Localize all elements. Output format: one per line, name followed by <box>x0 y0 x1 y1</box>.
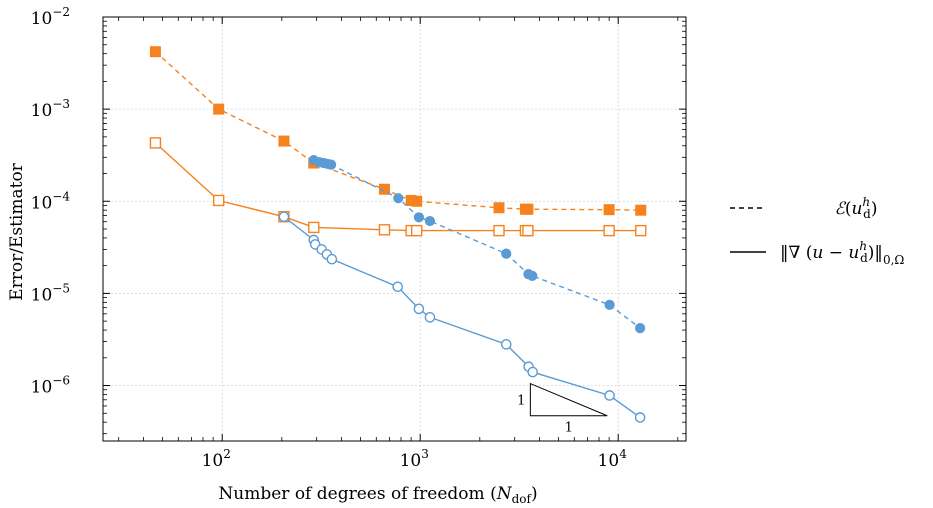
data-point <box>378 224 391 236</box>
x-axis-label-main: Number of degrees of freedom ( <box>218 484 496 504</box>
data-point <box>149 46 161 58</box>
x-tick-label: 102 <box>202 447 231 471</box>
data-point <box>634 412 646 423</box>
series-3 <box>278 211 646 423</box>
series-line <box>283 216 641 419</box>
y-tick-label: 10−2 <box>31 5 70 29</box>
data-point <box>392 281 404 293</box>
series-line <box>154 142 641 232</box>
y-tick-label: 10−4 <box>31 189 71 213</box>
legend-error-label: ‖∇ (u − uh d)‖0,Ω <box>780 239 904 267</box>
x-axis-label-sub: dof <box>512 492 533 506</box>
data-point <box>424 215 436 227</box>
data-point <box>410 224 423 237</box>
series-layer <box>149 46 647 423</box>
series-1 <box>149 137 647 237</box>
grid-layer <box>103 16 686 441</box>
data-point <box>634 323 646 334</box>
data-point <box>213 103 225 115</box>
data-point <box>493 224 505 237</box>
data-point <box>522 224 534 237</box>
slope-triangle: 1 1 <box>517 382 608 436</box>
data-point <box>603 224 615 237</box>
x-axis-label: Number of degrees of freedom (Ndof) <box>218 484 537 506</box>
y-tick-label: 10−6 <box>31 374 70 398</box>
tick-layer <box>103 16 686 441</box>
x-tick-label: 104 <box>598 447 628 471</box>
data-point <box>326 159 337 170</box>
y-tick-label: 10−5 <box>31 281 70 305</box>
y-axis-label: Error/Estimator <box>7 162 27 300</box>
legend: ℰ(uh d) ‖∇ (u − uh d)‖0,Ω <box>730 195 904 267</box>
data-point <box>522 203 534 215</box>
data-point <box>393 193 404 204</box>
data-point <box>604 390 615 401</box>
x-axis-label-close: ) <box>531 484 538 504</box>
data-point <box>413 212 425 223</box>
y-tick-labels: 10−6 10−5 10−4 10−3 10−2 <box>31 5 71 398</box>
data-point <box>603 204 615 216</box>
data-point <box>635 204 647 216</box>
data-point <box>500 339 512 350</box>
data-point <box>635 224 647 237</box>
data-point <box>326 253 338 265</box>
data-point <box>493 202 505 214</box>
data-point <box>411 195 423 207</box>
series-line <box>154 51 641 211</box>
data-point <box>424 312 436 323</box>
x-tick-label: 103 <box>400 447 429 471</box>
data-point <box>278 135 290 147</box>
data-point <box>308 221 320 234</box>
y-tick-label: 10−3 <box>31 97 70 121</box>
x-tick-labels: 102 103 104 <box>202 447 628 471</box>
data-point <box>149 137 162 149</box>
data-point <box>527 366 539 378</box>
series-0 <box>149 46 647 216</box>
slope-triangle-run-label: 1 <box>565 421 573 436</box>
data-point <box>501 248 512 259</box>
slope-triangle-shape <box>529 382 608 417</box>
x-axis-label-var: N <box>496 484 513 504</box>
data-point <box>278 211 290 222</box>
series-line <box>313 159 641 329</box>
data-point <box>604 299 615 311</box>
legend-estimator-label: ℰ(uh d) <box>835 195 878 221</box>
data-point <box>212 194 225 207</box>
data-point <box>527 270 538 281</box>
axes-frame <box>102 16 687 442</box>
data-point <box>413 303 425 315</box>
series-2 <box>308 154 646 334</box>
slope-triangle-rise-label: 1 <box>517 394 525 409</box>
